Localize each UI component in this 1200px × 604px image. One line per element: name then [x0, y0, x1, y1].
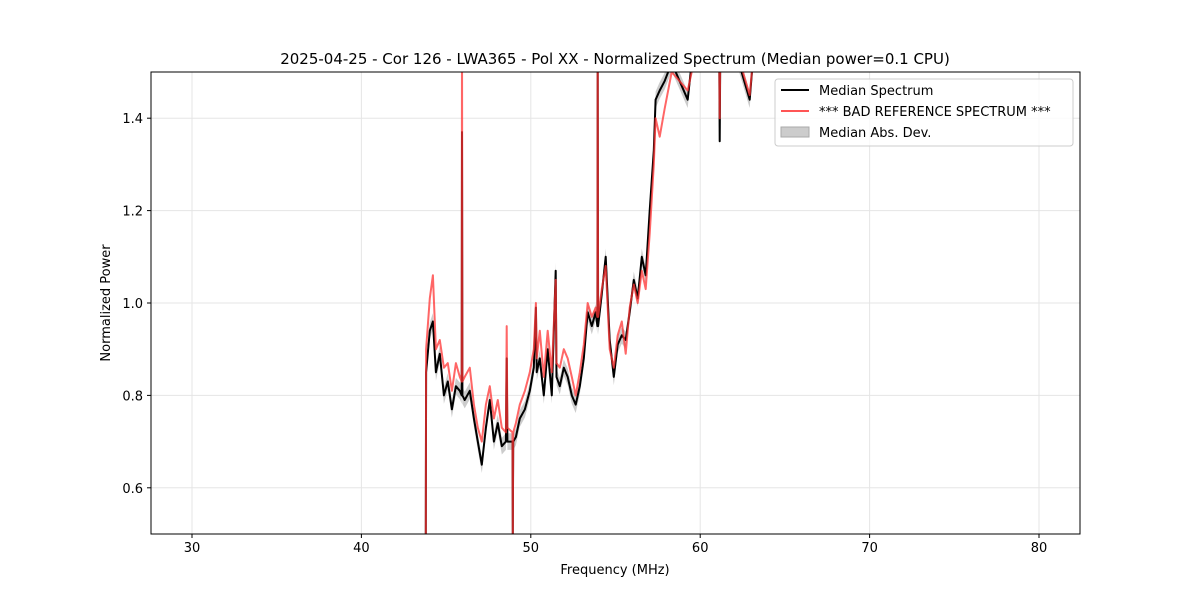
chart-title: 2025-04-25 - Cor 126 - LWA365 - Pol XX -…: [280, 50, 950, 68]
x-tick-label: 30: [184, 541, 201, 556]
y-tick-label: 1.4: [122, 112, 143, 127]
y-tick-label: 1.2: [122, 205, 143, 220]
legend-box: [774, 78, 1074, 147]
legend-reference-label: *** BAD REFERENCE SPECTRUM ***: [819, 105, 1051, 120]
median-spectrum-line: [424, 72, 753, 534]
x-tick-label: 60: [692, 541, 709, 556]
legend-mad-label: Median Abs. Dev.: [819, 126, 931, 141]
grid-lines: [151, 72, 1080, 534]
y-tick-label: 0.6: [122, 482, 143, 497]
y-axis-label: Normalized Power: [99, 244, 114, 362]
legend-median-label: Median Spectrum: [819, 84, 933, 99]
x-tick-label: 80: [1031, 541, 1048, 556]
mad-band: [425, 72, 753, 534]
x-tick-label: 50: [523, 541, 540, 556]
x-tick-label: 70: [861, 541, 878, 556]
reference-spectrum-line: [424, 72, 753, 534]
plot-marks: [424, 72, 753, 534]
legend-mad-swatch: [780, 126, 810, 138]
y-tick-label: 1.0: [122, 297, 143, 312]
y-tick-label: 0.8: [122, 389, 143, 404]
x-tick-label: 40: [353, 541, 370, 556]
x-axis-label: Frequency (MHz): [560, 563, 669, 578]
axis-ticks: 30 40 50 60 70 80 0.6 0.8 1.0 1.2 1.4: [122, 112, 1047, 556]
legend: Median Spectrum *** BAD REFERENCE SPECTR…: [774, 78, 1074, 147]
